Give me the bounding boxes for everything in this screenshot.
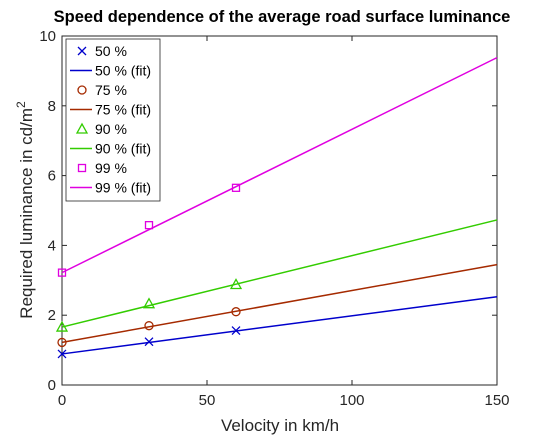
legend-box — [65, 38, 161, 202]
fit-line — [61, 295, 498, 355]
fit-line — [61, 263, 498, 344]
legend-label-fit: 90 % (fit) — [95, 141, 151, 157]
x-tick-label: 150 — [484, 392, 509, 409]
fit-line — [61, 56, 498, 274]
legend-label: 90 % — [95, 121, 127, 137]
y-tick-label: 6 — [48, 168, 56, 185]
y-tick-label: 0 — [48, 377, 56, 394]
data-point — [57, 268, 67, 277]
y-tick-label: 4 — [48, 237, 56, 254]
y-tick-label: 2 — [48, 307, 56, 324]
y-tick-label: 8 — [48, 98, 56, 115]
legend-label-fit: 75 % (fit) — [95, 102, 151, 118]
x-tick-label: 0 — [58, 392, 66, 409]
data-point — [142, 297, 156, 309]
data-markers — [55, 183, 243, 359]
data-point — [231, 183, 241, 192]
data-point — [57, 337, 67, 348]
y-axis-label-superscript: 2 — [14, 101, 28, 108]
data-point — [231, 307, 241, 317]
y-tick-label: 10 — [39, 28, 56, 45]
legend-marker — [75, 122, 89, 134]
legend-marker — [77, 46, 87, 56]
y-axis-label: Required luminance in cd/m2 — [14, 101, 36, 319]
legend-label-fit: 50 % (fit) — [95, 63, 151, 79]
legend-label: 50 % — [95, 43, 127, 59]
legend-label: 75 % — [95, 82, 127, 98]
data-point — [57, 349, 67, 359]
fit-lines — [61, 56, 498, 355]
legend-label: 99 % — [95, 160, 127, 176]
x-axis-label: Velocity in km/h — [221, 416, 339, 435]
data-point — [144, 337, 154, 347]
data-point — [55, 320, 69, 332]
x-axis-ticks: 0 50 100 150 — [58, 36, 510, 409]
data-point — [229, 278, 243, 290]
y-axis-label-main: Required luminance in cd/m — [17, 108, 36, 319]
x-tick-label: 100 — [339, 392, 364, 409]
legend-label-fit: 99 % (fit) — [95, 180, 151, 196]
chart-title: Speed dependence of the average road sur… — [54, 8, 511, 26]
data-point — [144, 321, 154, 331]
legend-marker — [77, 85, 87, 95]
legend: 50 % 50 % (fit) 75 % 75 % (fit) 90 % 90 % (fi… — [65, 38, 161, 202]
legend-marker — [77, 163, 87, 173]
y-axis-ticks: 0 2 4 6 8 10 — [39, 28, 497, 394]
data-point — [144, 221, 154, 230]
data-point — [231, 326, 241, 336]
x-tick-label: 50 — [199, 392, 216, 409]
fit-line — [61, 219, 498, 328]
